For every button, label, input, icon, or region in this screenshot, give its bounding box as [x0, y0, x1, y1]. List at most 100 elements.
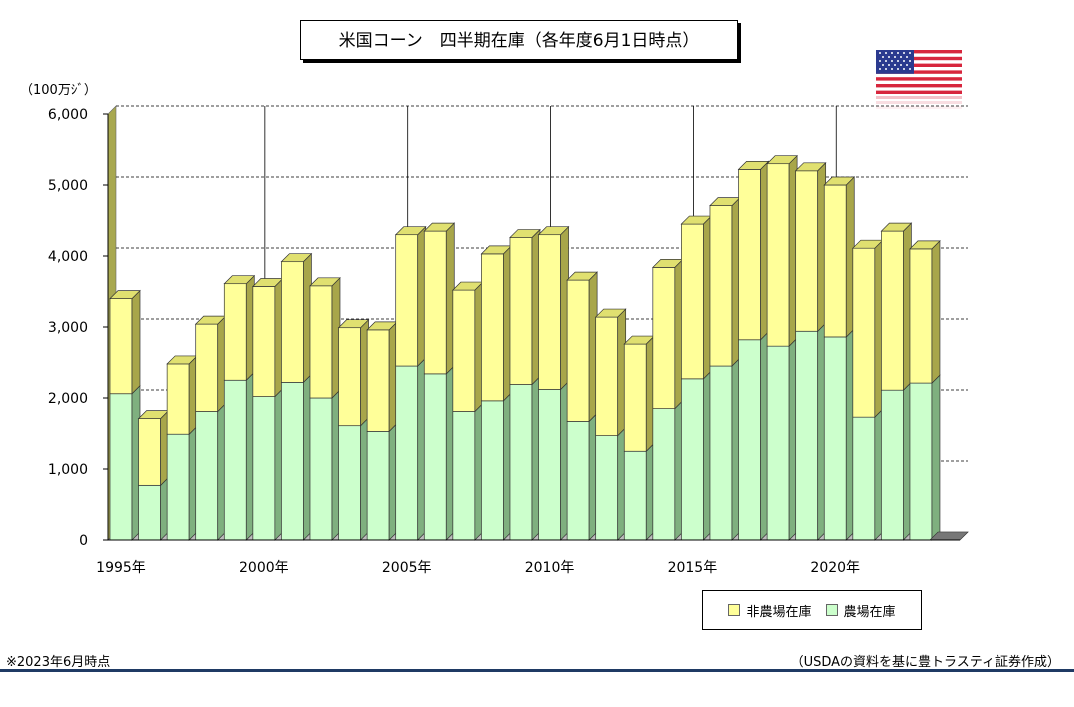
- bar-nonfarm: [881, 230, 904, 391]
- bar-nonfarm: [766, 163, 790, 347]
- bar-farm: [709, 365, 733, 541]
- y-tick-label: 2,000: [48, 391, 88, 407]
- bar-nonfarm-side: [931, 240, 941, 384]
- legend: 非農場在庫 農場在庫: [702, 590, 922, 630]
- bar-top: [823, 176, 856, 186]
- legend-label-nonfarm: 非農場在庫: [746, 604, 812, 620]
- us-flag-icon: [876, 50, 962, 109]
- bar-farm: [223, 379, 247, 541]
- bar-farm: [795, 330, 819, 541]
- bar-farm: [738, 339, 761, 541]
- bar-top: [880, 222, 913, 232]
- bar-nonfarm: [395, 234, 419, 367]
- bar-nonfarm: [195, 323, 219, 412]
- bar-nonfarm: [538, 234, 561, 390]
- legend-swatch-nonfarm: [728, 604, 741, 616]
- chart-bars: [109, 154, 969, 541]
- bar-nonfarm: [281, 261, 304, 383]
- bar-farm: [366, 431, 390, 541]
- bar-farm: [852, 416, 876, 541]
- bar-farm: [509, 384, 533, 541]
- bar-farm: [452, 411, 476, 541]
- chart-title: 米国コーン 四半期在庫（各年度6月1日時点）: [300, 20, 738, 60]
- bar-nonfarm: [852, 247, 876, 418]
- bar-farm: [138, 484, 161, 541]
- bar-nonfarm: [738, 169, 761, 341]
- bar-nonfarm: [681, 223, 704, 380]
- bar-nonfarm: [423, 230, 447, 375]
- bar-farm: [195, 411, 219, 541]
- legend-swatch-farm: [825, 604, 838, 616]
- x-tick-label: 2005年: [382, 560, 432, 576]
- bar-farm: [423, 373, 447, 541]
- bar-nonfarm: [223, 283, 247, 381]
- bar-nonfarm: [509, 237, 533, 385]
- bar-farm: [823, 336, 847, 541]
- bar-nonfarm: [709, 205, 733, 367]
- bar-top: [394, 226, 427, 236]
- x-tick-label: 2000年: [239, 560, 289, 576]
- legend-label-farm: 農場在庫: [843, 604, 896, 620]
- bar-nonfarm: [823, 184, 847, 338]
- legend-item-farm: 農場在庫: [825, 601, 896, 620]
- bar-nonfarm: [595, 316, 619, 436]
- bar-top: [766, 155, 798, 165]
- bar-farm: [538, 389, 561, 541]
- x-tick-label: 2020年: [810, 560, 860, 576]
- bar-top: [737, 161, 770, 170]
- bar-top: [223, 275, 256, 285]
- bar-farm: [252, 396, 276, 541]
- bar-top: [423, 222, 456, 232]
- bar-nonfarm: [909, 248, 933, 384]
- bar-nonfarm: [338, 327, 361, 427]
- bar-nonfarm: [623, 343, 647, 452]
- bar-top: [309, 277, 341, 287]
- bar-farm: [909, 382, 933, 541]
- bar-farm: [566, 421, 590, 541]
- bar-farm: [766, 345, 790, 541]
- bar-farm: [338, 425, 361, 541]
- bar-nonfarm: [109, 298, 133, 395]
- bar-top: [537, 226, 570, 236]
- bar-nonfarm: [795, 170, 819, 332]
- bar-top: [566, 271, 598, 281]
- bar-top: [594, 308, 627, 318]
- y-tick-label: 1,000: [48, 462, 88, 478]
- y-tick-label: 0: [79, 533, 88, 549]
- data-date-note: ※2023年6月時点: [6, 655, 111, 670]
- bar-top: [280, 253, 313, 263]
- bar-farm: [109, 393, 133, 541]
- bar-nonfarm: [452, 289, 476, 412]
- x-tick-label: 1995年: [96, 560, 146, 576]
- bar-farm: [395, 365, 419, 541]
- y-tick-label: 3,000: [48, 320, 88, 336]
- bar-nonfarm: [309, 285, 333, 399]
- bar-nonfarm: [566, 279, 590, 422]
- bar-top: [909, 240, 941, 250]
- x-tick-label: 2015年: [668, 560, 718, 576]
- bar-nonfarm: [652, 267, 676, 409]
- bar-nonfarm-side: [131, 289, 141, 395]
- bar-farm: [481, 400, 504, 541]
- source-note: （USDAの資料を基に豊トラスティ証券作成）: [790, 655, 1060, 670]
- bar-farm-side: [931, 374, 941, 541]
- bar-nonfarm: [366, 329, 390, 432]
- bar-farm: [681, 378, 704, 541]
- bottom-rule: [0, 669, 1074, 672]
- legend-item-nonfarm: 非農場在庫: [728, 601, 812, 620]
- bar-farm: [595, 435, 619, 541]
- bar-nonfarm: [166, 363, 190, 435]
- bar-farm: [309, 397, 333, 541]
- bar-farm: [623, 450, 647, 541]
- bar-top: [794, 162, 827, 172]
- chart-axes: 0 1,000 2,000 3,000 4,000 5,000 6,000 1995年 2000…: [48, 107, 960, 576]
- y-tick-label: 6,000: [48, 107, 88, 123]
- bar-farm: [166, 433, 190, 541]
- bar-farm: [881, 389, 904, 541]
- bar-nonfarm: [138, 418, 161, 486]
- bar-farm: [652, 408, 676, 541]
- y-tick-label: 4,000: [48, 249, 88, 265]
- y-tick-label: 5,000: [48, 178, 88, 194]
- bar-farm: [281, 382, 304, 541]
